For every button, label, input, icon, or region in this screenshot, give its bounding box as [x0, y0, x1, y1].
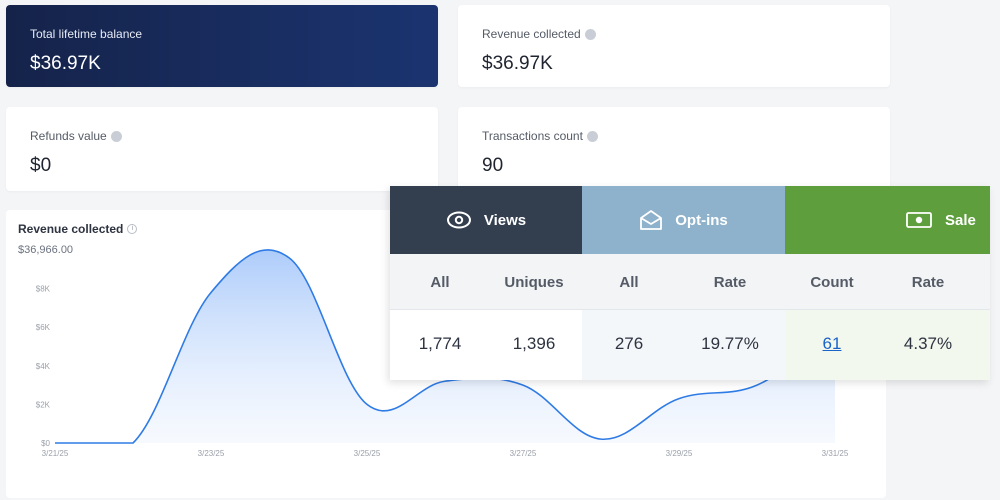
transactions-count-label: Transactions count: [482, 129, 583, 143]
transactions-count-value: 90: [482, 155, 504, 176]
column-optins-rate[interactable]: Rate: [713, 274, 747, 291]
column-views-all[interactable]: All: [430, 274, 450, 291]
chart-subtitle: $36,966.00: [18, 244, 74, 256]
sales-label: Sale: [945, 211, 976, 229]
total-balance-card: Total lifetime balance $36.97K: [6, 5, 438, 87]
x-tick-label: 3/23/25: [198, 449, 225, 458]
column-sales-rate[interactable]: Rate: [911, 274, 945, 291]
info-icon[interactable]: [110, 130, 122, 142]
column-optins-all[interactable]: All: [619, 274, 639, 291]
x-tick-label: 3/21/25: [42, 449, 69, 458]
revenue-collected-label: Revenue collected: [482, 27, 581, 41]
x-tick-label: 3/25/25: [354, 449, 381, 458]
column-views-uniques[interactable]: Uniques: [504, 274, 564, 291]
x-tick-label: 3/29/25: [666, 449, 693, 458]
column-sales-count[interactable]: Count: [810, 274, 854, 291]
envelope-open-icon: [639, 209, 663, 231]
revenue-collected-value: $36.97K: [482, 53, 553, 74]
y-tick-label: $4K: [36, 362, 51, 371]
revenue-collected-card: Revenue collected $36.97K: [458, 5, 890, 87]
cash-icon: [905, 210, 933, 230]
table-column-headers: All Uniques All Rate Count Rate: [390, 254, 990, 310]
refunds-value-label: Refunds value: [30, 129, 107, 143]
refunds-value-value: $0: [30, 155, 52, 176]
revenue-line: [55, 249, 836, 444]
table-row: 1,774 1,396 276 19.77% 61 4.37%: [390, 310, 990, 380]
info-icon[interactable]: [586, 130, 598, 142]
sales-rate-value: 4.37%: [903, 334, 953, 353]
info-icon[interactable]: [584, 28, 596, 40]
revenue-area: [55, 249, 835, 443]
revenue-chart: $0 $2K $4K $6K $8K 3/21/25 3/23/25 3/25/25 3/27…: [36, 249, 849, 458]
x-tick-label: 3/27/25: [510, 449, 537, 458]
transactions-count-card: Transactions count 90: [458, 107, 890, 191]
y-tick-label: $6K: [36, 323, 51, 332]
y-tick-label: $0: [41, 439, 50, 448]
total-balance-label: Total lifetime balance: [30, 27, 143, 41]
views-uniques-value: 1,396: [512, 334, 556, 353]
sales-header[interactable]: Sale: [785, 186, 990, 254]
x-tick-label: 3/31/25: [822, 449, 849, 458]
chart-title: Revenue collected: [18, 222, 124, 236]
optins-label: Opt-ins: [675, 211, 728, 229]
sales-count-link[interactable]: 61: [822, 334, 842, 353]
optins-rate-value: 19.77%: [701, 334, 759, 353]
views-all-value: 1,774: [418, 334, 462, 353]
eye-icon: [446, 211, 472, 229]
views-header[interactable]: Views: [390, 186, 582, 254]
optins-all-value: 276: [614, 334, 644, 353]
total-balance-value: $36.97K: [30, 53, 101, 74]
views-label: Views: [483, 211, 527, 229]
y-tick-label: $8K: [36, 285, 51, 294]
info-icon[interactable]: i: [127, 224, 138, 234]
funnel-stats-table: Views Opt-ins Sale All Uniques All Rate …: [390, 186, 990, 380]
y-tick-label: $2K: [36, 400, 51, 409]
refunds-value-card: Refunds value $0: [6, 107, 438, 191]
optins-header[interactable]: Opt-ins: [582, 186, 785, 254]
